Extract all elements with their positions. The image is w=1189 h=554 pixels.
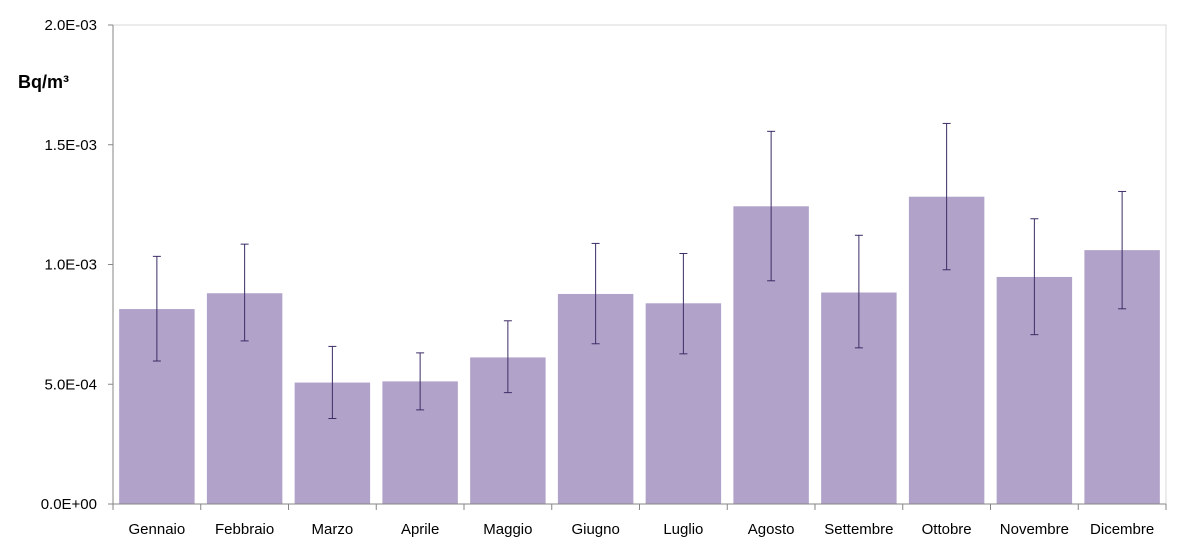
- x-tick-label-ottobre: Ottobre: [922, 521, 972, 538]
- x-tick-label-giugno: Giugno: [571, 521, 619, 538]
- error-bar-giugno: [591, 242, 600, 345]
- error-bar-novembre: [1030, 218, 1039, 336]
- error-bars-group: [152, 122, 1127, 419]
- error-bar-dicembre: [1118, 190, 1127, 310]
- y-tick-label: 2.0E-03: [44, 17, 97, 34]
- x-tick-label-agosto: Agosto: [748, 521, 795, 538]
- y-tick-label: 5.0E-04: [44, 376, 97, 393]
- y-tick-label: 1.0E-03: [44, 257, 97, 274]
- x-tick-label-dicembre: Dicembre: [1090, 521, 1154, 538]
- x-axis-ticks: Gennaio Febbraio Marzo Aprile Maggio Giugno Lu…: [112, 504, 1167, 538]
- x-tick-label-maggio: Maggio: [483, 521, 532, 538]
- error-bar-agosto: [767, 130, 776, 282]
- error-bar-maggio: [503, 320, 512, 394]
- x-tick-label-luglio: Luglio: [663, 521, 703, 538]
- bars-group: [119, 196, 1160, 505]
- error-bar-settembre: [854, 234, 863, 349]
- x-tick-label-gennaio: Gennaio: [129, 521, 186, 538]
- error-bar-ottobre: [942, 122, 951, 271]
- error-bar-aprile: [416, 352, 425, 411]
- x-tick-label-aprile: Aprile: [401, 521, 439, 538]
- x-tick-label-febbraio: Febbraio: [215, 521, 274, 538]
- y-axis-ticks: 0.0E+00 5.0E-04 1.0E-03 1.5E-03 2.0E-03: [41, 17, 113, 513]
- x-tick-label-novembre: Novembre: [1000, 521, 1069, 538]
- error-bar-gennaio: [152, 255, 161, 362]
- x-tick-label-marzo: Marzo: [312, 521, 354, 538]
- error-bar-febbraio: [240, 243, 249, 342]
- y-tick-label: 0.0E+00: [41, 496, 97, 513]
- x-tick-label-settembre: Settembre: [824, 521, 893, 538]
- error-bar-luglio: [679, 252, 688, 355]
- error-bar-marzo: [328, 345, 337, 419]
- y-tick-label: 1.5E-03: [44, 137, 97, 154]
- y-axis-unit-label: Bq/m³: [18, 72, 69, 92]
